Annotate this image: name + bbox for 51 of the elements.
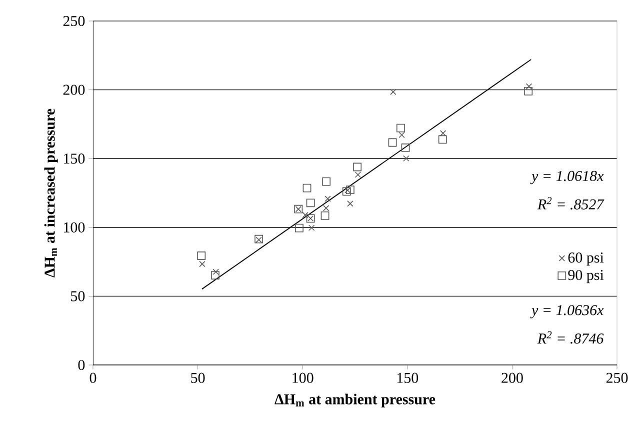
point	[302, 212, 308, 218]
point	[401, 144, 410, 152]
point	[346, 186, 354, 194]
point	[322, 177, 330, 186]
annotation: R$^{2}$ = .8746	[537, 331, 604, 344]
point	[199, 260, 206, 268]
y-tick-label: 150	[64, 154, 85, 164]
y-tick-label: 100	[64, 222, 85, 232]
point	[398, 132, 405, 138]
x-tick-label: 200	[502, 372, 523, 383]
x-tick-label: 50	[191, 372, 205, 383]
point	[211, 271, 220, 280]
y-tick-label: 250	[63, 16, 85, 26]
y-tick-label: 0	[78, 360, 85, 370]
point	[353, 162, 362, 172]
legend-label: 90 psi	[568, 270, 604, 284]
y-tick-label: 200	[63, 84, 85, 95]
y-tick-label: 50	[71, 291, 85, 302]
annotation: y = 1.0636x	[530, 305, 604, 318]
point	[526, 83, 532, 90]
x-tick-label: 250	[606, 372, 628, 383]
x-tick-label: 150	[397, 372, 418, 383]
annotation: R$^{2}$ = .8527	[537, 197, 604, 210]
x-axis-title: ΔH$_{m}$ at ambient pressure	[274, 394, 436, 408]
legend-label: 60 psi	[568, 252, 604, 266]
point	[256, 236, 262, 243]
point	[254, 234, 263, 244]
point	[342, 187, 351, 196]
y-axis-title: ΔH$_{m}$ at increased pressure	[44, 108, 58, 278]
point	[302, 184, 312, 192]
point	[197, 252, 206, 260]
point	[388, 138, 397, 147]
point	[344, 187, 351, 194]
point	[308, 224, 315, 231]
annotation: y = 1.0618x	[530, 170, 604, 184]
point	[324, 196, 331, 202]
point	[403, 155, 410, 162]
point	[306, 198, 315, 208]
point	[440, 130, 446, 136]
point	[295, 224, 304, 232]
point	[354, 172, 362, 178]
point	[524, 86, 533, 96]
point	[322, 205, 330, 212]
point	[390, 88, 396, 95]
x-tick-label: 100	[292, 372, 314, 383]
point	[212, 268, 219, 275]
point	[438, 135, 447, 144]
point	[396, 124, 405, 132]
point	[320, 212, 330, 220]
point	[347, 200, 354, 207]
x-tick-label: 0	[90, 372, 96, 383]
